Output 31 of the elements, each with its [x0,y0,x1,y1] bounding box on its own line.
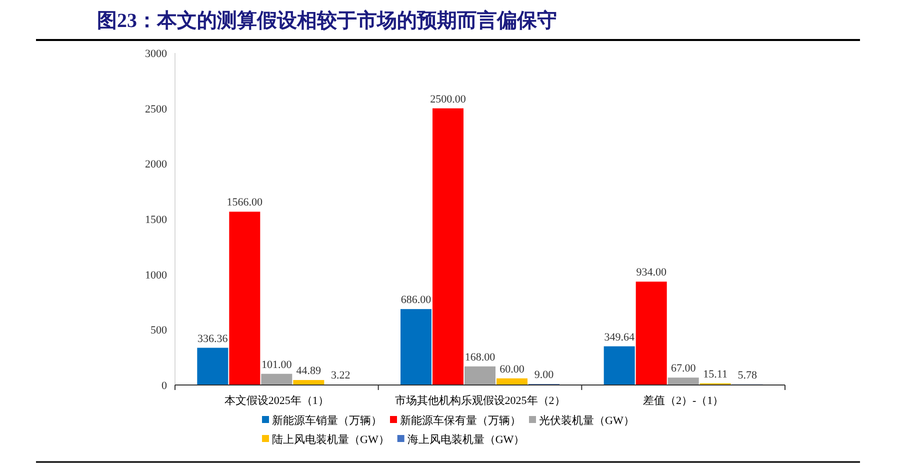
data-label: 336.36 [198,332,228,345]
y-tick-label: 2000 [145,158,168,171]
data-label: 44.89 [296,365,322,378]
data-label: 60.00 [500,363,525,376]
data-label: 349.64 [604,331,635,344]
legend-label: 海上风电装机量（GW） [407,433,525,446]
data-label: 15.11 [703,368,728,380]
y-tick-label: 1500 [145,214,168,226]
y-tick-label: 3000 [145,48,168,60]
y-tick-label: 1000 [145,269,168,282]
y-tick-label: 0 [162,380,168,392]
legend-label: 新能源车保有量（万辆） [400,414,521,427]
data-label: 101.00 [262,358,292,371]
data-label: 168.00 [464,351,496,364]
legend-label: 光伏装机量（GW） [539,414,634,427]
data-label: 934.00 [636,266,667,279]
chart-title: 图23：本文的测算假设相较于市场的预期而言偏保守 [97,9,557,32]
data-label: 9.00 [534,369,554,382]
legend-label: 陆上风电装机量（GW） [272,433,390,446]
y-tick-label: 2500 [145,103,168,116]
data-label: 2500.00 [430,93,466,106]
data-label: 1566.00 [226,196,264,209]
y-tick-label: 500 [150,324,168,337]
data-label: 67.00 [670,362,696,375]
x-tick-label: 差值（2）-（1） [642,395,724,407]
x-tick-label: 市场其他机构乐观假设2025年（2） [394,394,566,407]
x-tick-label: 本文假设2025年（1） [224,394,329,407]
data-label: 686.00 [400,294,432,306]
legend-label: 新能源车销量（万辆） [272,414,382,427]
data-label: 3.22 [331,370,350,382]
data-label: 5.78 [738,369,758,382]
